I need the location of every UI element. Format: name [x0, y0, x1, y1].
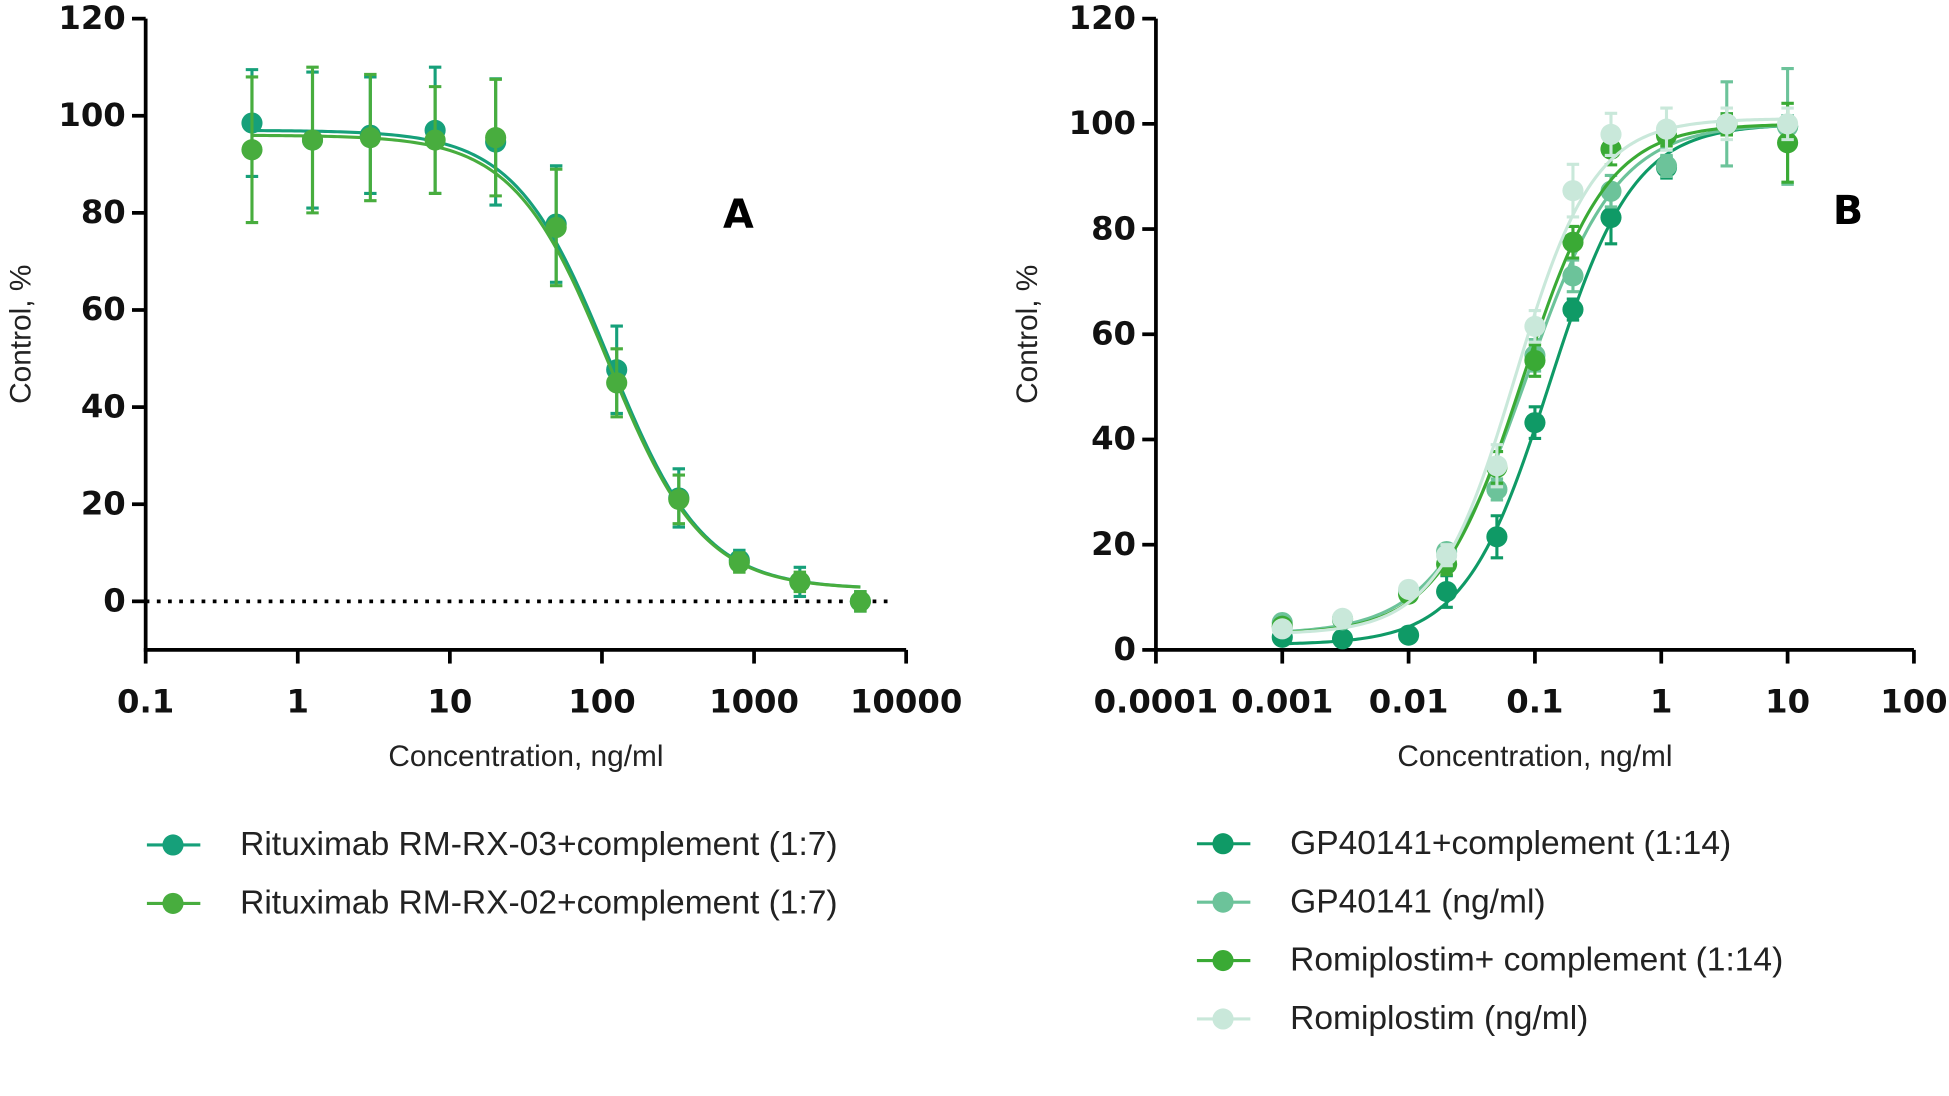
data-point	[1655, 118, 1678, 140]
legend-entry: GP40141 (ng/ml)	[1196, 883, 1546, 920]
data-point	[1331, 628, 1354, 650]
legend-marker	[162, 834, 184, 856]
x-tick-label: 10	[1765, 682, 1810, 720]
data-point	[1777, 113, 1799, 135]
panel-label: A	[723, 192, 754, 238]
y-tick-label: 100	[58, 96, 125, 134]
x-tick-label: 10	[427, 682, 472, 720]
legend-entry: Romiplostim+ complement (1:14)	[1196, 942, 1783, 979]
data-point	[1524, 412, 1546, 434]
fit-curve	[1282, 123, 1788, 634]
data-point	[1436, 580, 1458, 603]
x-tick-label: 0.0001	[1094, 682, 1219, 720]
legend-entry: Romiplostim (ng/ml)	[1196, 1000, 1588, 1037]
data-point	[606, 372, 628, 394]
y-tick-label: 40	[1091, 420, 1136, 458]
y-tick-label: 120	[58, 0, 125, 37]
data-point	[1398, 578, 1420, 600]
data-point	[241, 139, 263, 161]
y-tick-label: 0	[103, 582, 125, 620]
y-tick-label: 80	[1091, 209, 1136, 247]
data-point	[301, 129, 324, 151]
legend-marker	[1212, 833, 1234, 855]
legend-entry: Rituximab RM-RX-03+complement (1:7)	[146, 826, 838, 863]
x-tick-label: 0.1	[117, 682, 174, 720]
legend-label: Romiplostim (ng/ml)	[1290, 1000, 1588, 1037]
x-tick-label: 10000	[850, 682, 962, 720]
y-tick-label: 40	[81, 387, 126, 425]
y-axis-label: Control, %	[1011, 265, 1044, 404]
panel-label: B	[1833, 188, 1863, 234]
x-tick-label: 1000	[709, 682, 799, 720]
fit-curve	[1282, 123, 1788, 634]
data-point	[1398, 624, 1420, 646]
series	[1271, 101, 1799, 637]
data-point	[424, 129, 446, 151]
data-point	[359, 127, 381, 149]
data-point	[1486, 455, 1508, 477]
legend-label: Romiplostim+ complement (1:14)	[1290, 942, 1783, 979]
data-point	[1600, 206, 1622, 229]
data-point	[789, 571, 811, 593]
legend-label: Rituximab RM-RX-02+complement (1:7)	[240, 884, 838, 921]
legend-marker	[1212, 891, 1234, 913]
data-point	[1524, 315, 1546, 337]
y-axis-label: Control, %	[5, 265, 38, 404]
y-tick-label: 80	[81, 193, 126, 231]
y-tick-label: 0	[1114, 630, 1136, 668]
data-point	[1655, 155, 1678, 177]
y-tick-label: 120	[1069, 0, 1136, 37]
data-point	[849, 590, 871, 612]
x-tick-label: 1	[1650, 682, 1672, 720]
x-tick-label: 1	[287, 682, 309, 720]
x-tick-label: 0.1	[1506, 682, 1563, 720]
data-point	[1562, 180, 1584, 202]
legend-entry: GP40141+complement (1:14)	[1196, 825, 1731, 862]
y-tick-label: 60	[81, 290, 126, 328]
data-point	[1600, 123, 1622, 145]
data-point	[1562, 265, 1584, 287]
data-point	[545, 216, 567, 239]
legend-label: GP40141+complement (1:14)	[1290, 825, 1731, 862]
x-axis-label: Concentration, ng/ml	[1397, 740, 1672, 773]
series	[241, 65, 871, 613]
y-tick-label: 20	[1091, 525, 1136, 563]
data-point	[1562, 231, 1584, 253]
legend-entry: Rituximab RM-RX-02+complement (1:7)	[146, 884, 838, 921]
x-tick-label: 100	[1880, 682, 1947, 720]
fit-curve	[251, 133, 861, 589]
y-tick-label: 20	[81, 484, 126, 522]
fit-curve	[1282, 124, 1788, 646]
data-point	[1562, 298, 1584, 321]
fit-curve	[1282, 117, 1788, 635]
data-point	[728, 551, 750, 574]
data-point	[1524, 350, 1546, 372]
series	[241, 65, 871, 613]
legend-label: GP40141 (ng/ml)	[1290, 883, 1545, 920]
data-point	[1777, 132, 1799, 154]
legend-label: Rituximab RM-RX-03+complement (1:7)	[240, 826, 838, 863]
series	[1271, 106, 1799, 640]
data-point	[1436, 544, 1458, 566]
data-point	[485, 127, 507, 149]
legend-marker	[1212, 949, 1234, 972]
data-point	[1271, 618, 1293, 640]
data-point	[1486, 526, 1508, 548]
data-point	[1716, 113, 1738, 135]
y-tick-label: 100	[1069, 104, 1136, 142]
legend-marker	[162, 892, 184, 914]
legend-marker	[1212, 1008, 1234, 1030]
x-tick-label: 0.001	[1231, 682, 1333, 720]
series	[1271, 112, 1799, 650]
x-tick-label: 0.01	[1369, 682, 1449, 720]
data-point	[668, 488, 690, 510]
data-point	[1331, 607, 1354, 629]
x-axis-label: Concentration, ng/ml	[388, 740, 663, 773]
y-tick-label: 60	[1091, 315, 1136, 353]
x-tick-label: 100	[568, 682, 635, 720]
